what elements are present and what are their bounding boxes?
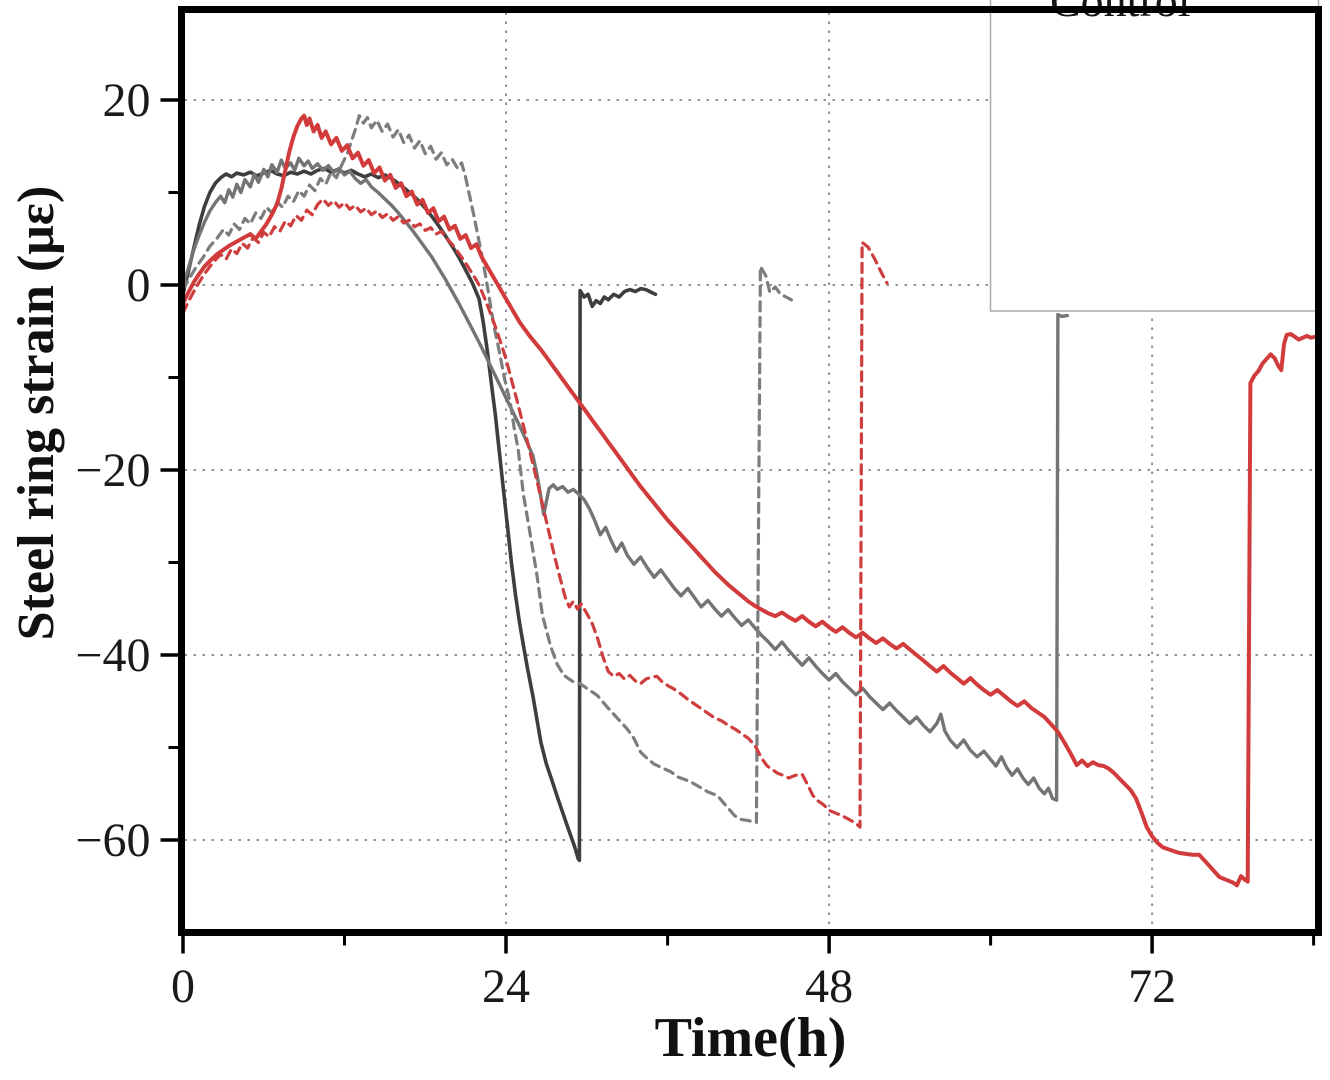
plot-frame [178,6,1322,936]
x-tick-label-48: 48 [805,960,853,1013]
y-tick-label-0: 0 [127,259,151,312]
series-red-solid-line [181,113,1317,888]
y-tick-label--20: −20 [75,444,150,497]
x-axis-title: Time(h) [654,1007,847,1069]
series-black-solid-line [181,166,658,863]
series-gray-solid-line [181,156,1070,802]
x-tick-label-72: 72 [1128,960,1176,1013]
y-axis-title: Steel ring strain (με) [8,185,65,641]
legend-box [989,0,1320,312]
series-gray-dashed-line [181,114,794,825]
y-tick-label--40: −40 [75,629,150,682]
series-red-dashed-line [181,197,889,829]
y-tick-label--60: −60 [75,814,150,867]
x-tick-label-24: 24 [482,960,530,1013]
x-tick-label-0: 0 [171,960,195,1013]
y-tick-label-20: 20 [103,74,151,127]
